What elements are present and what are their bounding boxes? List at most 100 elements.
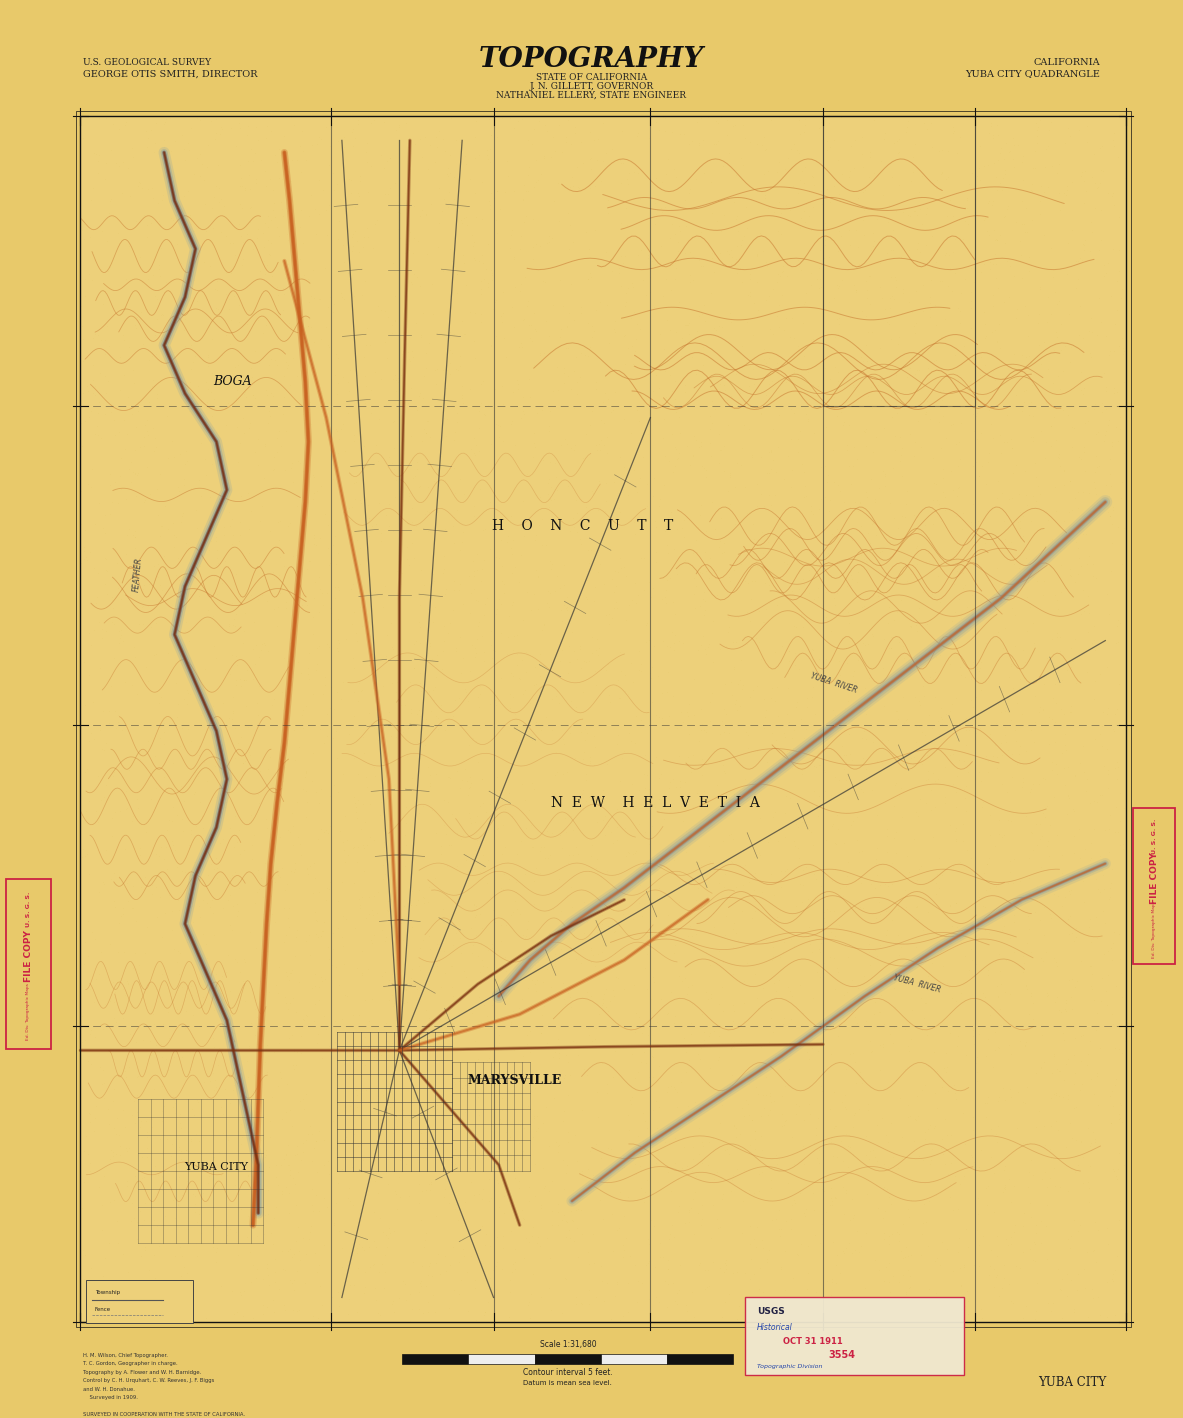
Point [325,1010,344,1032]
Point [716,635,735,658]
Point [272,1183,291,1205]
Point [744,535,763,557]
Point [379,900,397,923]
Point [759,591,778,614]
Point [369,1302,388,1324]
Point [1072,1130,1091,1153]
Point [535,847,554,869]
Point [101,464,119,486]
Point [278,354,297,377]
Point [181,476,200,499]
Point [1035,674,1054,696]
Point [931,510,950,533]
Point [526,319,545,342]
Point [836,637,855,659]
Point [529,1225,548,1248]
Point [573,681,592,703]
Point [1073,160,1092,183]
Point [353,961,371,984]
Point [864,1003,883,1025]
Point [128,391,147,414]
Point [392,467,411,489]
Point [500,237,519,259]
Point [1054,359,1073,381]
Point [117,970,136,993]
Point [309,203,328,225]
Point [209,1140,228,1163]
Point [256,1204,274,1227]
Point [800,379,819,401]
Point [1061,883,1080,906]
Point [140,573,159,596]
Point [609,257,628,279]
Point [511,279,530,302]
Point [880,286,899,309]
Point [483,268,502,291]
Point [1074,600,1093,623]
Point [580,786,599,808]
Point [847,281,866,303]
Point [933,1071,952,1093]
Point [517,462,536,485]
Point [776,1110,795,1133]
Point [898,204,917,227]
Point [189,967,208,990]
Point [292,662,311,685]
Point [557,760,576,783]
Point [428,235,447,258]
Point [950,1227,969,1249]
Point [154,545,173,567]
Point [726,163,745,186]
Point [535,614,554,637]
Point [305,900,324,923]
Point [922,937,940,960]
Point [299,291,318,313]
Point [174,319,193,342]
Point [526,1120,545,1143]
Point [72,220,91,242]
Point [138,268,157,291]
Point [1088,1218,1107,1241]
Point [332,688,351,710]
Point [415,712,434,735]
Point [222,1280,241,1303]
Point [101,1147,119,1170]
Point [528,1069,547,1092]
Point [716,1252,735,1275]
Point [856,354,875,377]
Point [1098,703,1117,726]
Point [646,510,665,533]
Point [981,824,1000,847]
Point [1112,1112,1131,1134]
Point [277,961,296,984]
Point [319,878,338,900]
Point [442,1012,461,1035]
Point [516,862,535,885]
Point [243,499,261,522]
Point [634,579,653,601]
Point [434,545,453,567]
Point [802,638,821,661]
Point [304,1137,323,1160]
Point [581,121,600,143]
Point [801,746,820,769]
Point [657,579,675,601]
Point [939,244,958,267]
Point [1116,152,1134,174]
Point [468,686,487,709]
Point [132,596,151,618]
Point [119,235,138,258]
Point [110,1143,129,1166]
Point [375,960,394,983]
Point [586,434,605,457]
Point [991,700,1010,723]
Point [868,373,887,396]
Point [909,231,927,254]
Point [83,458,102,481]
Point [405,657,424,679]
Point [348,1236,367,1259]
Point [323,1061,342,1083]
Point [173,591,192,614]
Point [396,228,415,251]
Point [325,1211,344,1234]
